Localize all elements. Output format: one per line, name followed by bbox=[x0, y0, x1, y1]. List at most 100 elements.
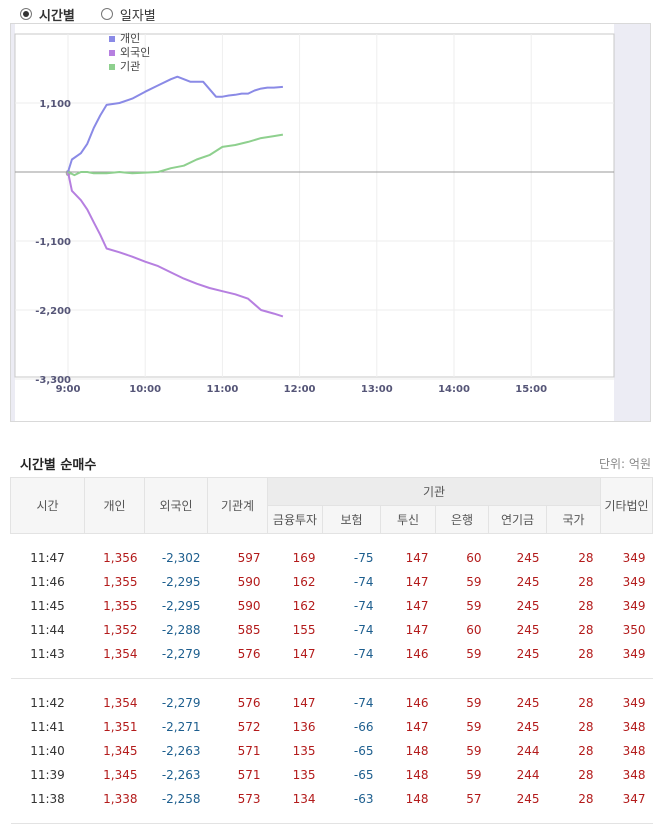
table-cell: 59 bbox=[436, 570, 489, 594]
table-cell: 134 bbox=[268, 787, 323, 811]
table-cell: -63 bbox=[323, 787, 381, 811]
table-cell: 245 bbox=[489, 715, 547, 739]
x-tick-label: 15:00 bbox=[515, 384, 547, 395]
table-cell: 147 bbox=[268, 642, 323, 666]
table-cell: -2,279 bbox=[145, 691, 208, 715]
table-cell: 28 bbox=[547, 642, 601, 666]
header-insurance: 보험 bbox=[323, 506, 381, 534]
table-cell: 244 bbox=[489, 739, 547, 763]
x-tick-label: 10:00 bbox=[129, 384, 161, 395]
table-cell: 162 bbox=[268, 570, 323, 594]
table-cell: 245 bbox=[489, 618, 547, 642]
table-cell: -74 bbox=[323, 691, 381, 715]
table-cell: 1,356 bbox=[85, 546, 145, 570]
table-cell: 350 bbox=[601, 618, 653, 642]
x-tick-label: 13:00 bbox=[361, 384, 393, 395]
spacer-row bbox=[11, 666, 653, 679]
table-cell: 148 bbox=[381, 763, 436, 787]
y-tick-label: -1,100 bbox=[35, 237, 71, 248]
table-cell: 11:38 bbox=[11, 787, 85, 811]
x-tick-label: 11:00 bbox=[206, 384, 238, 395]
table-cell: -2,258 bbox=[145, 787, 208, 811]
section-title: 시간별 순매수 bbox=[20, 454, 96, 473]
x-tick-label: 14:00 bbox=[438, 384, 470, 395]
table-cell: 347 bbox=[601, 787, 653, 811]
table-cell: 590 bbox=[208, 570, 268, 594]
header-trust: 투신 bbox=[381, 506, 436, 534]
legend-label: 기관 bbox=[120, 60, 140, 73]
table-cell: 576 bbox=[208, 642, 268, 666]
table-cell: 28 bbox=[547, 763, 601, 787]
table-cell: 348 bbox=[601, 739, 653, 763]
legend-label: 개인 bbox=[120, 32, 140, 45]
chart-left-margin bbox=[11, 24, 15, 421]
view-toggle: 시간별 일자별 bbox=[20, 4, 182, 24]
table-cell: -66 bbox=[323, 715, 381, 739]
table-cell: -2,271 bbox=[145, 715, 208, 739]
header-nation: 국가 bbox=[547, 506, 601, 534]
table-cell: 1,354 bbox=[85, 642, 145, 666]
radio-by-time[interactable]: 시간별 bbox=[20, 5, 75, 24]
table-cell: -2,302 bbox=[145, 546, 208, 570]
table-cell: 245 bbox=[489, 691, 547, 715]
table-cell: 59 bbox=[436, 594, 489, 618]
table-cell: 348 bbox=[601, 715, 653, 739]
radio-unselected-icon bbox=[101, 8, 113, 20]
table-cell: -65 bbox=[323, 739, 381, 763]
header-inst-total: 기관계 bbox=[208, 478, 268, 534]
table-cell: -2,279 bbox=[145, 642, 208, 666]
table-cell: 1,345 bbox=[85, 763, 145, 787]
table-cell: 28 bbox=[547, 739, 601, 763]
table-cell: 1,354 bbox=[85, 691, 145, 715]
legend-label: 외국인 bbox=[120, 46, 150, 59]
table-cell: 349 bbox=[601, 691, 653, 715]
x-tick-label: 9:00 bbox=[56, 384, 81, 395]
table-cell: 11:44 bbox=[11, 618, 85, 642]
table-cell: 245 bbox=[489, 570, 547, 594]
table-cell: 1,338 bbox=[85, 787, 145, 811]
radio-label: 일자별 bbox=[120, 5, 156, 24]
table-cell: 28 bbox=[547, 787, 601, 811]
table-cell: 245 bbox=[489, 787, 547, 811]
legend-swatch bbox=[109, 64, 115, 70]
table-cell: 28 bbox=[547, 546, 601, 570]
plot-area bbox=[15, 34, 614, 377]
table-cell: 155 bbox=[268, 618, 323, 642]
table-cell: 571 bbox=[208, 739, 268, 763]
radio-by-day[interactable]: 일자별 bbox=[101, 5, 156, 24]
table-cell: -2,288 bbox=[145, 618, 208, 642]
x-tick-label: 12:00 bbox=[284, 384, 316, 395]
table-cell: 11:45 bbox=[11, 594, 85, 618]
table-cell: 59 bbox=[436, 763, 489, 787]
table-cell: 585 bbox=[208, 618, 268, 642]
table-cell: 11:42 bbox=[11, 691, 85, 715]
table-cell: 349 bbox=[601, 546, 653, 570]
table-cell: -2,263 bbox=[145, 739, 208, 763]
table-cell: 146 bbox=[381, 642, 436, 666]
table-cell: 11:46 bbox=[11, 570, 85, 594]
table-cell: 60 bbox=[436, 618, 489, 642]
header-bank: 은행 bbox=[436, 506, 489, 534]
table-cell: -65 bbox=[323, 763, 381, 787]
header-fin-invest: 금융투자 bbox=[268, 506, 323, 534]
table-cell: 1,352 bbox=[85, 618, 145, 642]
table-cell: 147 bbox=[381, 618, 436, 642]
table-cell: 59 bbox=[436, 691, 489, 715]
table-cell: 135 bbox=[268, 763, 323, 787]
table-cell: -74 bbox=[323, 570, 381, 594]
table-cell: 147 bbox=[381, 570, 436, 594]
header-pension: 연기금 bbox=[489, 506, 547, 534]
table-cell: 59 bbox=[436, 739, 489, 763]
table-cell: 573 bbox=[208, 787, 268, 811]
table-cell: 59 bbox=[436, 642, 489, 666]
spacer-row bbox=[11, 679, 653, 691]
table-cell: 28 bbox=[547, 594, 601, 618]
legend-swatch bbox=[109, 50, 115, 56]
